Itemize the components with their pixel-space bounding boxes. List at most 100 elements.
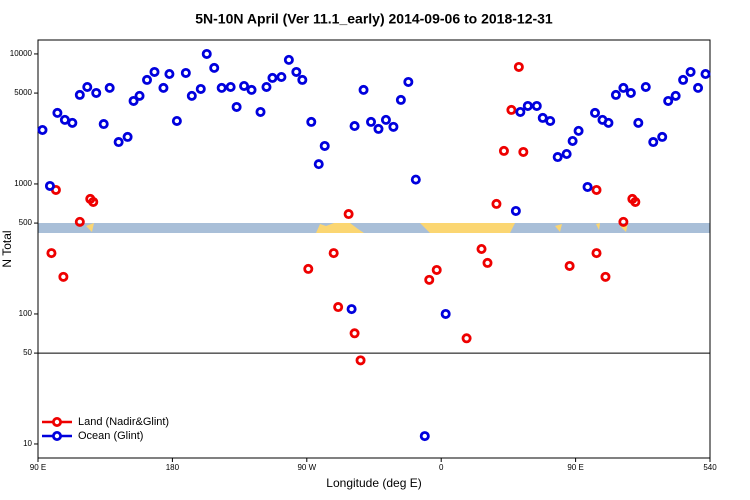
point <box>640 81 651 92</box>
legend-label: Land (Nadir&Glint) <box>78 416 169 428</box>
point <box>657 131 668 142</box>
point <box>104 82 115 93</box>
point <box>343 209 354 220</box>
y-tick-label: 10000 <box>10 49 33 58</box>
point <box>67 117 78 128</box>
point <box>518 146 529 157</box>
point <box>591 248 602 259</box>
point <box>349 328 360 339</box>
point <box>388 121 399 132</box>
point <box>46 248 57 259</box>
x-axis-label: Longitude (deg E) <box>326 476 421 490</box>
point <box>531 100 542 111</box>
legend-marker <box>52 430 63 441</box>
y-tick-label: 100 <box>19 309 33 318</box>
point <box>618 82 629 93</box>
point <box>590 107 601 118</box>
point <box>476 243 487 254</box>
point <box>410 174 421 185</box>
point <box>52 107 63 118</box>
point <box>373 123 384 134</box>
point <box>297 74 308 85</box>
point <box>283 54 294 65</box>
point <box>333 302 344 313</box>
legend-marker <box>52 416 63 427</box>
point <box>231 101 242 112</box>
point <box>491 198 502 209</box>
plot-frame <box>37 39 711 459</box>
point <box>431 264 442 275</box>
point <box>482 257 493 268</box>
point <box>255 106 266 117</box>
point <box>522 100 533 111</box>
x-tick-label: 90 W <box>297 463 316 472</box>
point <box>346 304 357 315</box>
point <box>216 82 227 93</box>
point <box>395 94 406 105</box>
point <box>600 271 611 282</box>
point <box>313 159 324 170</box>
point <box>303 263 314 274</box>
point <box>128 95 139 106</box>
point <box>366 116 377 127</box>
point <box>291 66 302 77</box>
point <box>164 68 175 79</box>
point <box>195 83 206 94</box>
point <box>158 82 169 93</box>
point <box>515 106 526 117</box>
point <box>461 333 472 344</box>
y-tick-label: 50 <box>23 348 32 357</box>
y-tick-label: 5000 <box>14 88 32 97</box>
point <box>573 125 584 136</box>
point <box>319 140 330 151</box>
point <box>58 271 69 282</box>
y-tick-label: 10 <box>23 439 32 448</box>
point <box>440 308 451 319</box>
point <box>506 104 517 115</box>
point <box>122 131 133 142</box>
point <box>349 121 360 132</box>
point <box>276 71 287 82</box>
point <box>171 115 182 126</box>
point <box>267 72 278 83</box>
point <box>618 216 629 227</box>
point <box>358 84 369 95</box>
y-tick-label: 500 <box>19 218 33 227</box>
point <box>403 76 414 87</box>
point <box>663 95 674 106</box>
point <box>424 274 435 285</box>
point <box>545 115 556 126</box>
point <box>239 80 250 91</box>
chart-title: 5N-10N April (Ver 11.1_early) 2014-09-06… <box>195 11 553 27</box>
x-tick-label: 180 <box>166 463 180 472</box>
point <box>582 181 593 192</box>
point <box>261 81 272 92</box>
point <box>630 196 641 207</box>
point <box>149 66 160 77</box>
x-tick-label: 90 E <box>567 463 583 472</box>
point <box>134 90 145 101</box>
point <box>685 66 696 77</box>
point <box>37 124 48 135</box>
point <box>610 89 621 100</box>
point <box>98 119 109 130</box>
point <box>186 90 197 101</box>
point <box>513 61 524 72</box>
point <box>561 148 572 159</box>
point <box>113 137 124 148</box>
point <box>625 87 636 98</box>
point <box>591 184 602 195</box>
point <box>225 81 236 92</box>
point <box>246 84 257 95</box>
x-tick-label: 540 <box>703 463 717 472</box>
y-axis-label: N Total <box>0 230 14 267</box>
point <box>74 89 85 100</box>
point <box>633 117 644 128</box>
point <box>91 87 102 98</box>
point <box>142 74 153 85</box>
point <box>564 260 575 271</box>
point <box>552 152 563 163</box>
point <box>567 135 578 146</box>
point <box>88 196 99 207</box>
point <box>419 431 430 442</box>
